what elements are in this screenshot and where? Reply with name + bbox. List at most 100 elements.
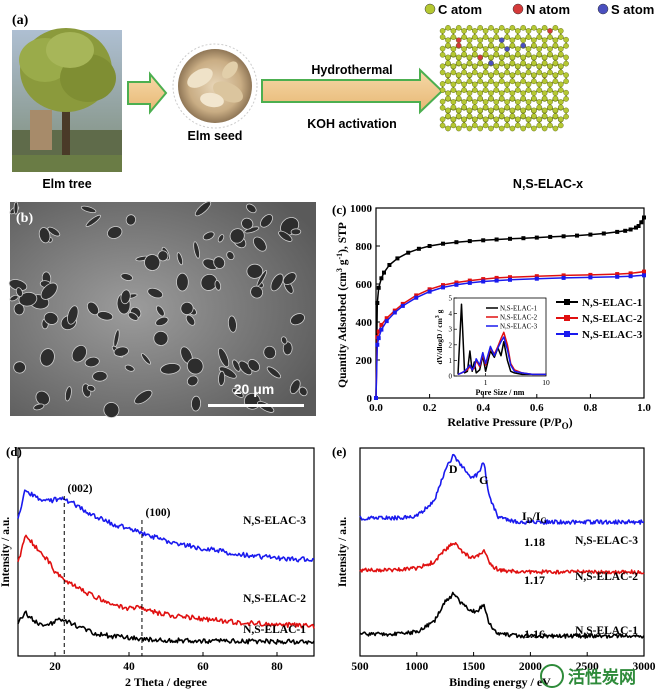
panel-c-series-1-point — [375, 301, 380, 305]
lattice-atom — [531, 60, 537, 66]
lattice-atom — [482, 46, 489, 52]
sem-pore — [246, 263, 264, 279]
panel-e-xtick-label: 3000 — [633, 661, 656, 673]
lattice-atom — [461, 104, 467, 111]
lattice-atom — [498, 78, 505, 85]
watermark-text: 活性炭网 — [568, 667, 636, 687]
lattice-atom — [455, 24, 462, 31]
lattice-atom — [563, 113, 569, 120]
lattice-atom — [541, 78, 548, 85]
lattice-atom — [482, 99, 489, 105]
lattice-atom — [488, 95, 494, 102]
panel-c-series-2-point — [588, 272, 593, 277]
lattice-atom — [482, 116, 489, 123]
lattice-atom — [509, 24, 516, 31]
lattice-atom — [450, 34, 457, 40]
panel-c-series-3-point — [427, 289, 432, 294]
lattice-atom — [455, 42, 462, 49]
hydrothermal-label: Hydrothermal — [311, 63, 392, 77]
lattice-atom — [439, 45, 446, 52]
lattice-atom — [541, 107, 548, 114]
panel-c-series-2-point — [441, 283, 445, 288]
lattice-atom — [466, 37, 473, 44]
lattice-atom — [461, 99, 467, 105]
lattice-atom — [541, 90, 548, 96]
lattice-atom — [439, 98, 446, 105]
lattice-atom — [477, 95, 484, 102]
lattice-atom — [482, 51, 489, 58]
sem-pore — [13, 361, 26, 374]
sem-pore — [13, 303, 25, 316]
inset-legend-label: N,S-ELAC-3 — [500, 323, 538, 331]
lattice-atom — [445, 90, 451, 96]
lattice-atom — [525, 34, 532, 40]
lattice-atom — [466, 24, 473, 31]
lattice-atom — [461, 51, 467, 58]
panel-c-series-1-point — [623, 228, 628, 233]
sem-pore — [120, 289, 131, 305]
panel-c-ytick-label: 200 — [356, 355, 373, 367]
sem-pore — [84, 356, 100, 368]
lattice-atom — [493, 99, 500, 105]
panel-a-label: (a) — [12, 13, 29, 28]
sem-pore — [290, 228, 302, 236]
lattice-atom — [547, 34, 553, 40]
lattice-atom — [445, 24, 451, 31]
lattice-atom — [509, 72, 516, 78]
sem-pore — [71, 344, 87, 363]
panel-e-xtick-label: 1000 — [405, 661, 428, 673]
lattice-atom — [520, 95, 527, 102]
panel-c-series-1-point — [561, 234, 566, 239]
sem-pore — [38, 227, 51, 244]
lattice-atom — [509, 125, 516, 132]
lattice-atom — [488, 78, 494, 85]
lattice-atom — [455, 107, 462, 114]
lattice-atom — [504, 63, 510, 69]
lattice-atom — [504, 99, 510, 105]
lattice-atom — [455, 78, 462, 85]
lattice-atom — [439, 28, 446, 34]
sem-pore — [190, 395, 202, 412]
lattice-atom — [509, 90, 516, 96]
lattice-atom — [466, 54, 473, 61]
panel-c-series-1-point — [508, 236, 512, 241]
lattice-atom — [552, 60, 559, 66]
lattice-atom — [541, 37, 548, 44]
lattice-atom — [552, 90, 559, 96]
lattice-atom — [552, 72, 559, 78]
lattice-atom — [493, 116, 500, 123]
lattice-atom — [477, 125, 484, 132]
panel-c-series-1-point — [628, 227, 633, 232]
lattice-atom — [531, 113, 537, 119]
inset-ytick-label: 2 — [449, 341, 453, 349]
lattice-atom — [531, 125, 537, 132]
lattice-atom — [504, 51, 510, 58]
panel-e-xtick-label: 2500 — [576, 661, 599, 673]
lattice-atom — [455, 113, 462, 119]
lattice-atom — [461, 34, 467, 40]
panel-c-xtick-label: 1.0 — [637, 402, 651, 414]
lattice-atom — [536, 34, 543, 40]
lattice-atom — [493, 28, 500, 34]
lattice-atom — [552, 113, 559, 119]
panel-c-series-2-point — [642, 269, 646, 274]
sem-pore — [124, 364, 135, 372]
lattice-atom — [477, 54, 484, 61]
panel-e-xtick-label: 500 — [351, 661, 369, 673]
lattice-atom — [455, 54, 462, 61]
atom-legend-marker — [424, 3, 436, 15]
lattice-atom — [488, 37, 494, 44]
panel-c-series-2-point — [384, 316, 389, 321]
lattice-atom — [493, 81, 500, 88]
lattice-atom — [471, 104, 478, 111]
lattice-atom — [477, 107, 484, 114]
lattice-atom — [515, 34, 521, 40]
panel-e-ratio-value: 1.18 — [524, 535, 545, 549]
panel-d-annotation-100: (100) — [146, 507, 171, 519]
lattice-atom — [525, 116, 532, 123]
lattice-atom — [536, 116, 543, 123]
lattice-atom — [520, 113, 527, 119]
panel-e-annotations: D G 1.18 N,S-ELAC-3 1.17 N,S-ELAC-2 1.16 N,S-EL… — [449, 462, 638, 641]
panel-d-series-2 — [17, 534, 315, 629]
panel-d-xrd-chart: (d) 20 40 60 80 (002) (100) N,S-ELAC-3 N,S-ELA… — [0, 444, 315, 689]
